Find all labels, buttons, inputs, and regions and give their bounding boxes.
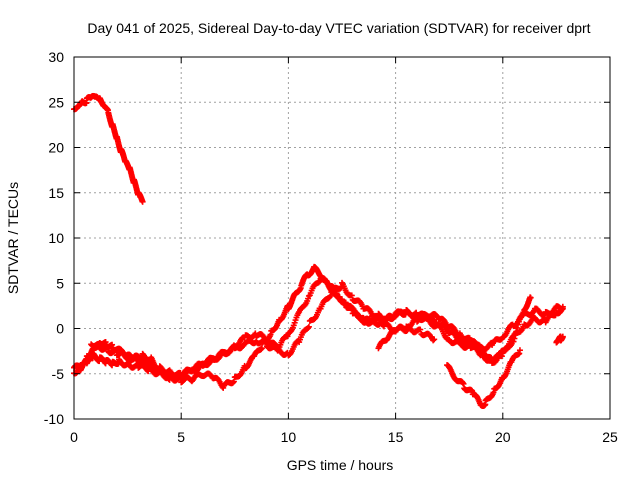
x-tick-label: 5 [177, 429, 185, 445]
x-tick-label: 15 [388, 429, 404, 445]
series-track-g [553, 333, 566, 346]
x-tick-label: 25 [602, 429, 618, 445]
y-tick-label: 5 [56, 275, 64, 291]
tick-marks [73, 56, 611, 420]
y-tick-label: 25 [48, 94, 64, 110]
series-track-d [88, 279, 534, 383]
x-tick-label: 0 [70, 429, 78, 445]
series-track-f [375, 323, 438, 352]
chart-title: Day 041 of 2025, Sidereal Day-to-day VTE… [87, 20, 590, 36]
y-tick-label: -5 [52, 366, 65, 382]
y-tick-label: 10 [48, 230, 64, 246]
x-tick-label: 10 [281, 429, 297, 445]
tick-labels: 0 5 10 15 20 25 -10 -5 0 5 10 15 20 25 30 [44, 49, 618, 445]
series-track-a [71, 92, 146, 205]
x-tick-label: 20 [495, 429, 511, 445]
series-track-e [444, 347, 523, 409]
y-tick-label: 20 [48, 140, 64, 156]
y-tick-label: 30 [48, 49, 64, 65]
y-tick-label: 15 [48, 185, 64, 201]
y-axis-label: SDTVAR / TECUs [5, 182, 21, 294]
y-tick-label: 0 [56, 321, 64, 337]
y-tick-label: -10 [44, 411, 64, 427]
x-axis-label: GPS time / hours [287, 457, 394, 473]
series-layer [71, 92, 566, 409]
